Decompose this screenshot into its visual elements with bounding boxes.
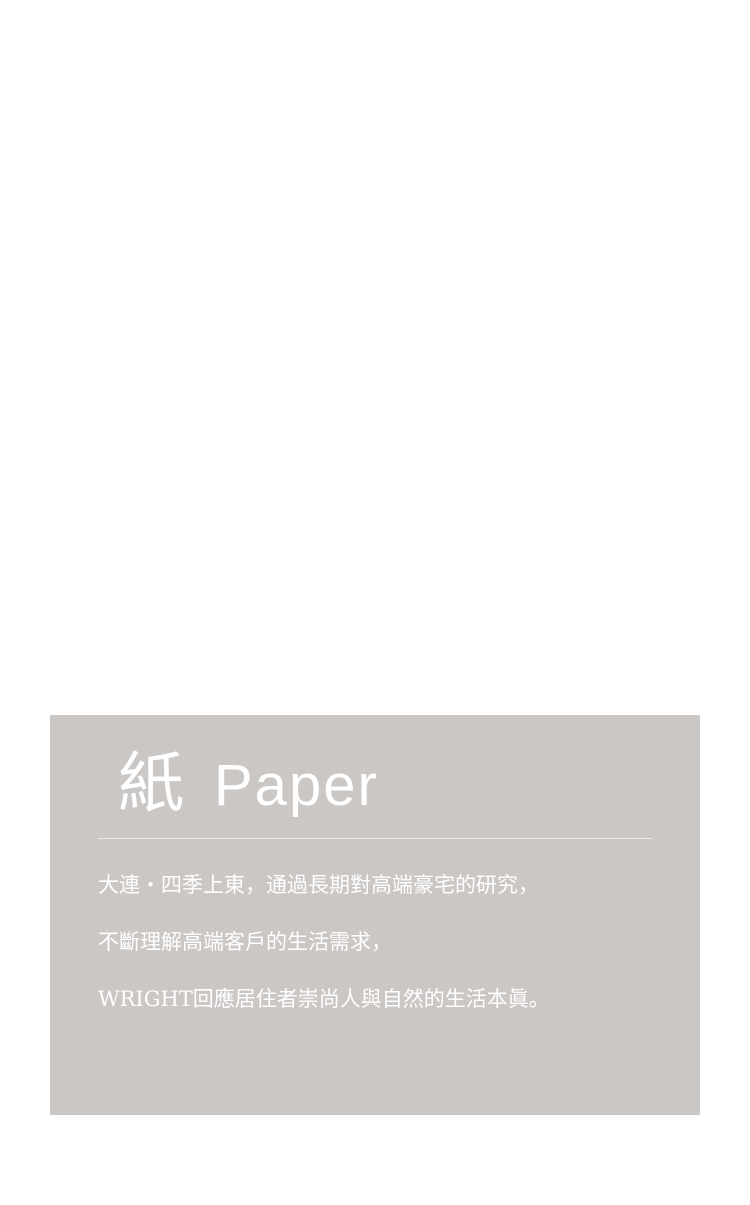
description-line-1: 大連・四季上東，通過長期對高端豪宅的研究，	[98, 873, 539, 897]
title-english: Paper	[214, 753, 379, 818]
paper-info-card: 紙 Paper 大連・四季上東，通過長期對高端豪宅的研究， 不斷理解高端客戶的生…	[50, 715, 700, 1115]
description-line-2: 不斷理解高端客戶的生活需求，	[98, 930, 392, 954]
card-description: 大連・四季上東，通過長期對高端豪宅的研究， 不斷理解高端客戶的生活需求， WRI…	[98, 873, 658, 1044]
card-title: 紙 Paper	[118, 737, 379, 817]
title-chinese: 紙	[118, 745, 184, 822]
description-line-3: WRIGHT回應居住者崇尚人與自然的生活本眞。	[98, 987, 550, 1011]
title-divider	[98, 838, 652, 839]
